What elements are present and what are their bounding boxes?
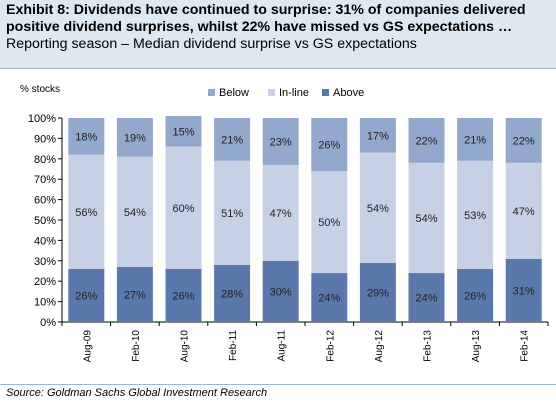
- bar-segment-below: [505, 118, 542, 163]
- bar-segment-below: [116, 118, 153, 157]
- bar-segment-in-line: [457, 160, 494, 269]
- data-label: 26%: [172, 290, 194, 302]
- bar-segment-in-line: [214, 160, 251, 265]
- x-tick-label: Aug-12: [374, 330, 385, 363]
- bar-segment-in-line: [408, 162, 445, 274]
- bar-segment-above: [68, 268, 105, 322]
- legend-swatch-below: [208, 89, 215, 96]
- bar-segment-above: [116, 266, 153, 322]
- data-label: 54%: [415, 213, 437, 225]
- y-tick-label: 70%: [34, 174, 56, 186]
- bar-segment-below: [214, 118, 251, 161]
- data-label: 26%: [318, 140, 340, 152]
- data-label: 56%: [75, 207, 97, 219]
- bar-segment-above: [408, 273, 445, 322]
- bar-segment-above: [505, 258, 542, 322]
- data-label: 50%: [318, 217, 340, 229]
- bar-segment-in-line: [68, 154, 105, 269]
- y-tick-label: 60%: [34, 195, 56, 207]
- bar-segment-below: [457, 118, 494, 161]
- bar-segment-below: [311, 118, 348, 172]
- exhibit-subtitle: Reporting season – Median dividend surpr…: [6, 36, 417, 52]
- data-label: 18%: [75, 131, 97, 143]
- bar-segment-in-line: [311, 171, 348, 274]
- bar-segment-in-line: [359, 152, 396, 263]
- y-tick-label: 40%: [34, 235, 56, 247]
- exhibit-title-line-1: Exhibit 8: Dividends have continued to s…: [6, 2, 526, 18]
- bar-segment-above: [359, 262, 396, 322]
- bar-segment-below: [165, 115, 202, 147]
- legend-label-below: Below: [219, 87, 249, 99]
- bar-segment-above: [311, 273, 348, 322]
- data-label: 27%: [124, 289, 146, 301]
- y-tick-label: 10%: [34, 297, 56, 309]
- y-tick-label: 50%: [34, 215, 56, 227]
- data-label: 26%: [75, 290, 97, 302]
- x-tick-label: Feb-13: [423, 330, 434, 362]
- x-tick-label: Feb-14: [520, 330, 531, 362]
- data-label: 54%: [124, 207, 146, 219]
- bar-segment-below: [262, 118, 299, 165]
- data-label: 53%: [464, 210, 486, 222]
- y-tick-label: 20%: [34, 276, 56, 288]
- y-tick-label: 90%: [34, 133, 56, 145]
- data-label: 47%: [270, 208, 292, 220]
- bar-segment-in-line: [262, 164, 299, 261]
- x-tick-label: Feb-11: [228, 330, 239, 361]
- bar-segment-above: [262, 260, 299, 322]
- data-label: 21%: [464, 134, 486, 146]
- data-label: 22%: [415, 135, 437, 147]
- stacked-bar-chart: % stocks 0% 10% 20% 30% 40% 50% 60% 70% 80% 90% 100…: [20, 84, 549, 363]
- exhibit-header: Exhibit 8: Dividends have continued to s…: [0, 0, 556, 68]
- data-label: 19%: [124, 132, 146, 144]
- bar-segment-in-line: [165, 146, 202, 269]
- y-tick-label: 80%: [34, 154, 56, 166]
- source-note: Source: Goldman Sachs Global Investment …: [6, 387, 268, 399]
- legend-swatch-above: [322, 89, 329, 96]
- bar-segment-above: [165, 268, 202, 322]
- y-tick-label: 0%: [40, 317, 56, 329]
- bar-segment-below: [68, 118, 105, 155]
- x-tick-label: Aug-10: [180, 330, 191, 363]
- data-label: 29%: [367, 287, 389, 299]
- x-tick-label: Aug-13: [471, 330, 482, 363]
- data-label: 22%: [513, 135, 535, 147]
- data-label: 51%: [221, 208, 243, 220]
- data-label: 28%: [221, 288, 243, 300]
- footer-divider: [0, 384, 556, 385]
- y-axis-label: % stocks: [20, 84, 60, 95]
- data-label: 60%: [172, 203, 194, 215]
- x-tick-label: Aug-09: [82, 330, 93, 363]
- x-tick-label: Feb-12: [325, 330, 336, 362]
- data-label: 17%: [367, 130, 389, 142]
- x-tick-label: Aug-11: [277, 330, 288, 362]
- exhibit-title-line-2: positive dividend surprises, whilst 22% …: [6, 19, 513, 35]
- legend-label-above: Above: [333, 87, 364, 99]
- data-label: 24%: [415, 293, 437, 305]
- data-label: 23%: [270, 136, 292, 148]
- x-tick-label: Feb-10: [131, 330, 142, 362]
- y-tick-label: 100%: [28, 113, 56, 125]
- bar-segment-below: [408, 118, 445, 163]
- bar-segment-above: [457, 268, 494, 322]
- bar-segment-in-line: [116, 156, 153, 267]
- bar-segment-in-line: [505, 162, 542, 259]
- legend-label-in-line: In-line: [279, 87, 309, 99]
- header-divider: [0, 68, 556, 69]
- data-label: 54%: [367, 203, 389, 215]
- data-label: 21%: [221, 134, 243, 146]
- bar-segment-above: [214, 264, 251, 322]
- data-label: 47%: [513, 206, 535, 218]
- bar-segment-below: [359, 118, 396, 153]
- data-label: 31%: [513, 285, 535, 297]
- y-tick-label: 30%: [34, 256, 56, 268]
- data-label: 30%: [270, 286, 292, 298]
- data-label: 26%: [464, 290, 486, 302]
- data-label: 24%: [318, 293, 340, 305]
- legend-swatch-in-line: [268, 89, 275, 96]
- data-label: 15%: [172, 126, 194, 138]
